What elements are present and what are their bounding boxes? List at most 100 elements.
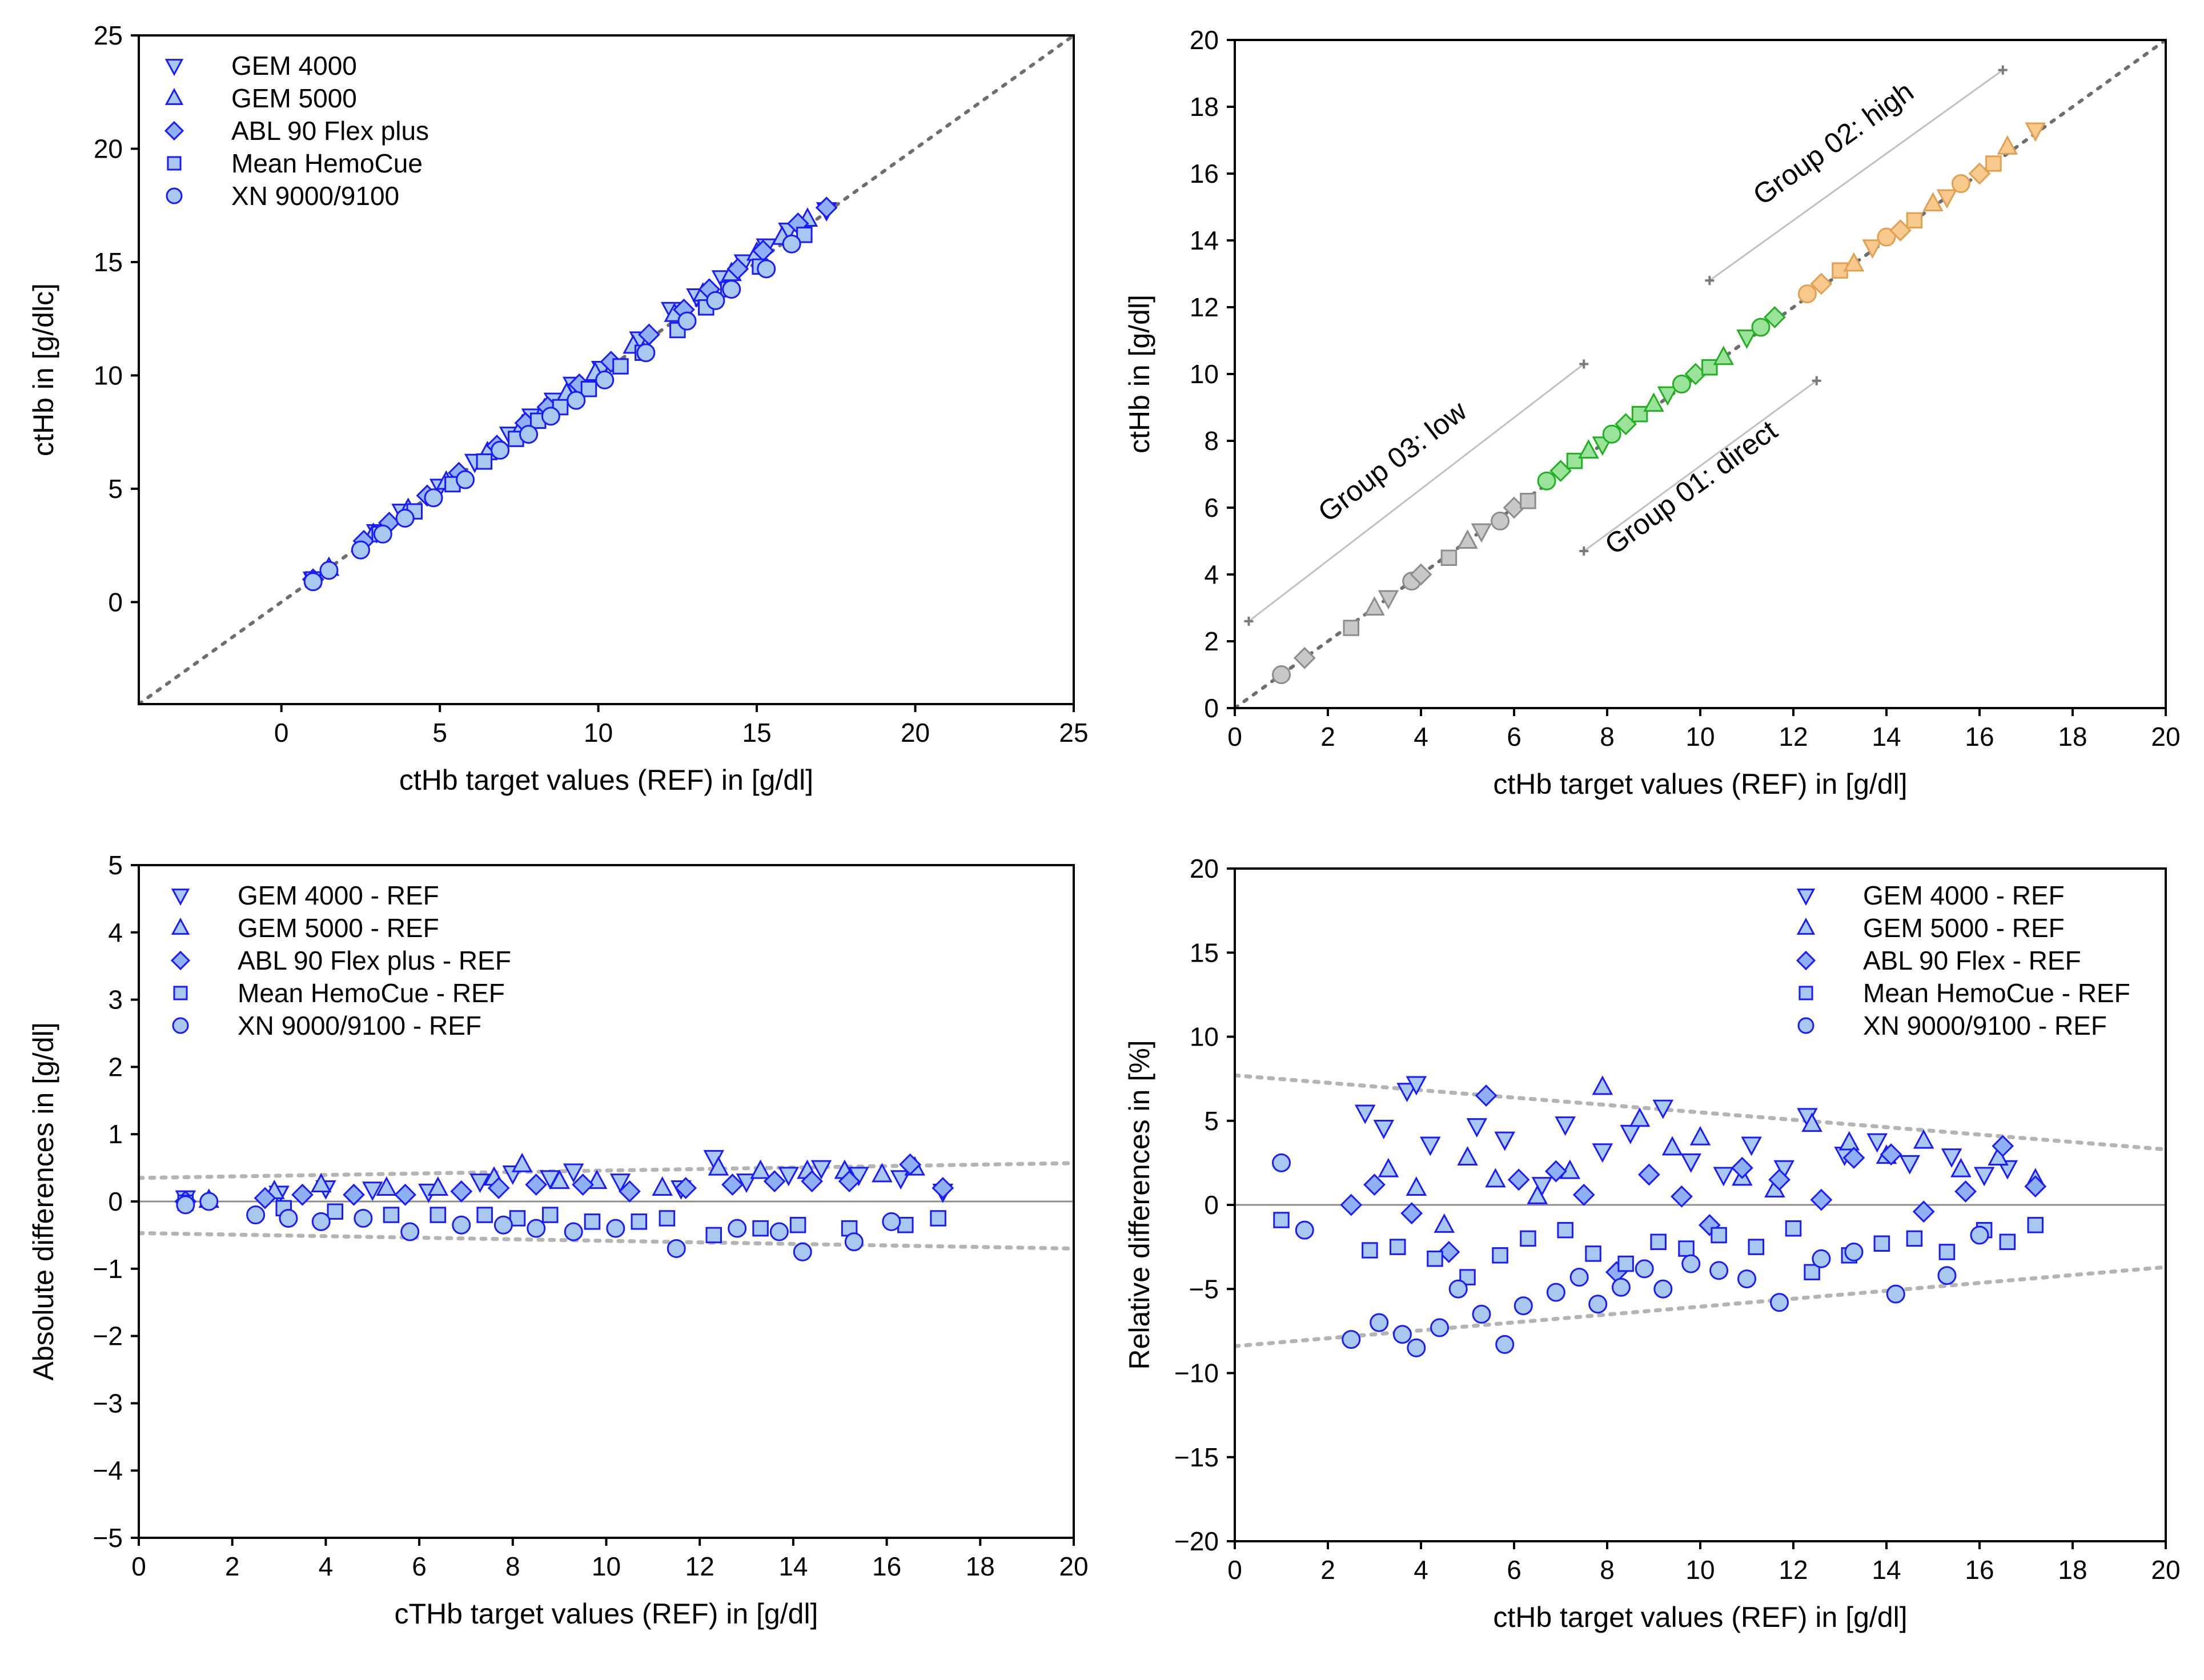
x-tick-label: 20: [2151, 722, 2180, 751]
data-point: [376, 1176, 398, 1196]
x-tick-label: 18: [2058, 1555, 2087, 1585]
x-tick-label: 20: [2151, 1555, 2180, 1585]
data-point: [1937, 1266, 1957, 1285]
data-point: [722, 280, 741, 299]
data-point: [1354, 1104, 1376, 1124]
x-tick-label: 16: [1965, 722, 1994, 751]
data-point: [1406, 1176, 1427, 1196]
data-point: [932, 1177, 954, 1199]
data-point: [1880, 1143, 1902, 1166]
data-point: [728, 1219, 747, 1238]
data-point: [609, 1173, 631, 1193]
x-tick-label: 8: [505, 1552, 520, 1581]
data-point: [1273, 1212, 1290, 1228]
group-line-end-1-0: [1705, 276, 1715, 286]
x-tick-label: 16: [1965, 1555, 1994, 1585]
data-point: [493, 1215, 513, 1235]
data-point: [1578, 439, 1599, 459]
limit-line-0: [139, 1161, 1074, 1180]
data-point: [750, 1159, 771, 1179]
data-point: [487, 1177, 510, 1199]
data-point: [631, 1213, 648, 1230]
data-point: [810, 1160, 832, 1180]
data-point: [549, 1169, 570, 1189]
data-point: [1711, 1227, 1727, 1244]
data-point: [1373, 1120, 1395, 1139]
data-point: [1410, 563, 1432, 586]
y-tick-label: 20: [1190, 25, 1219, 55]
data-point: [1643, 392, 1664, 412]
data-point: [1617, 1255, 1634, 1272]
data-point: [1572, 1183, 1595, 1206]
legend-label: ABL 90 Flex - REF: [1863, 946, 2081, 975]
data-point: [1363, 1173, 1386, 1196]
data-point: [1494, 1131, 1515, 1151]
data-point: [796, 227, 813, 243]
data-point: [726, 258, 749, 280]
y-tick-label: 4: [108, 918, 123, 947]
data-point: [1873, 1235, 1890, 1252]
data-point: [1844, 1242, 1864, 1261]
data-point: [1768, 1168, 1791, 1191]
x-tick-label: 25: [1059, 718, 1088, 747]
data-point: [1407, 1338, 1426, 1357]
group-points-0: [1272, 493, 1536, 684]
data-point: [1557, 1221, 1573, 1239]
data-point: [254, 1187, 276, 1209]
group-line-2: [1583, 380, 1817, 552]
legend-marker: [166, 187, 183, 204]
data-point: [427, 1176, 449, 1196]
x-tick-label: 4: [1414, 722, 1428, 751]
data-point: [1592, 1075, 1613, 1095]
data-point: [319, 561, 339, 580]
data-point: [1507, 1168, 1530, 1191]
data-point: [1588, 1295, 1608, 1314]
data-point: [327, 1203, 344, 1220]
x-tick-label: 4: [1414, 1555, 1428, 1585]
legend-marker: [1796, 950, 1816, 971]
y-tick-label: −2: [93, 1321, 123, 1351]
data-point: [1566, 452, 1583, 469]
data-point: [844, 1232, 864, 1252]
data-point: [769, 1222, 789, 1241]
data-point: [291, 1183, 314, 1206]
y-tick-label: −4: [93, 1456, 123, 1485]
data-point: [1681, 1254, 1701, 1273]
series-4: [303, 234, 801, 592]
data-point: [1941, 1148, 1962, 1168]
y-tick-label: 8: [1204, 426, 1219, 456]
limit-line-1: [1235, 1265, 2166, 1348]
data-point: [1585, 1245, 1601, 1262]
y-tick-label: 6: [1204, 493, 1219, 523]
legend-marker: [164, 87, 184, 105]
legend-marker: [173, 986, 188, 1000]
x-tick-label: 18: [2058, 722, 2087, 751]
data-point: [452, 1215, 471, 1235]
data-point: [1973, 1167, 1995, 1187]
data-point: [606, 1219, 625, 1238]
data-point: [1770, 1293, 1789, 1312]
y-tick-label: 10: [94, 360, 123, 390]
data-point: [652, 1176, 673, 1196]
data-point: [1810, 272, 1833, 295]
data-point: [1392, 1325, 1412, 1344]
data-point: [1342, 1330, 1361, 1349]
data-point: [1370, 1313, 1389, 1332]
x-tick-label: 8: [1600, 722, 1615, 751]
data-point: [1637, 1163, 1660, 1186]
data-point: [763, 1170, 786, 1193]
legend: GEM 4000 - REF GEM 5000 - REF ABL 90 Flex …: [170, 881, 511, 1040]
data-point: [476, 453, 493, 470]
data-point: [706, 291, 725, 310]
data-point: [1495, 1335, 1515, 1354]
data-point: [838, 1170, 861, 1193]
data-point: [303, 572, 323, 592]
y-tick-label: 14: [1190, 226, 1219, 255]
plot-area: [139, 35, 1074, 704]
data-point: [1671, 1185, 1693, 1208]
data-point: [1378, 1157, 1399, 1177]
group-label-0: Group 03: low: [1312, 394, 1473, 528]
data-point: [1877, 227, 1896, 247]
x-tick-label: 2: [225, 1552, 240, 1581]
legend-marker: [171, 917, 190, 935]
